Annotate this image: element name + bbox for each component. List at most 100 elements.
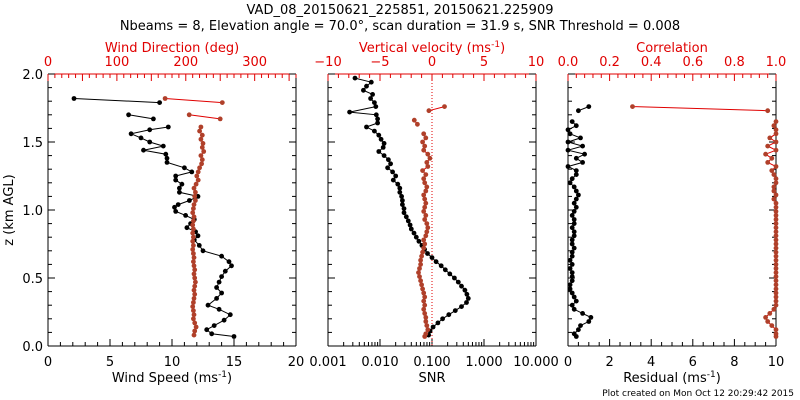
series-correlation-point [765,160,771,165]
series-correlation-point [771,172,777,178]
series-wind-direction-point [191,271,197,277]
series-correlation-point [773,213,779,218]
series-correlation-point [773,302,779,308]
series-snr-point [403,214,409,220]
x-tick-label: 20 [288,355,305,370]
series-vertical-velocity-point [423,135,429,141]
series-wind-direction-point [198,153,204,159]
footer-text: Plot created on Mon Oct 12 20:29:42 2015 [602,389,794,399]
series-correlation-point [773,282,779,288]
series-snr-point [401,206,407,212]
series-wind-direction-point [190,247,196,252]
series-snr-point [395,181,401,187]
series-snr-point [440,316,445,322]
top-tick-label: 0.8 [724,55,745,70]
series-vertical-velocity-point [418,278,423,284]
series-snr-point [380,145,386,150]
series-residual-point [567,282,573,288]
series-snr-point [361,87,366,93]
x-tick-label: 0.010 [361,355,398,370]
series-wind-speed-point [141,147,146,153]
series-correlation-point [773,204,779,210]
series-residual-point [588,315,594,320]
series-snr-point [464,300,469,305]
series-snr-point [397,185,403,191]
series-wind-direction-point [191,226,196,232]
series-residual-point [569,237,575,243]
series-snr-point [364,124,369,130]
series-correlation-point [773,229,779,235]
series-snr-point [411,230,417,236]
series-vertical-velocity-point [411,117,417,123]
series-residual-point [571,229,577,235]
series-residual-point [573,155,579,161]
series-residual-point [573,196,579,202]
series-residual-point [571,217,577,222]
series-vertical-velocity-point [424,184,430,190]
series-correlation-point [773,245,779,251]
series-wind-direction-point [190,230,196,236]
series-vertical-velocity-point [418,257,423,263]
series-correlation-point [773,290,779,296]
series-snr-point [464,291,470,297]
x-axis-label-text: SNR [418,371,445,386]
series-snr-point [373,104,379,109]
series-vertical-velocity-point [422,196,428,202]
series-correlation-point [773,127,779,133]
series-correlation-point [765,143,771,149]
series-wind-direction-point [191,259,196,265]
series-vertical-velocity-point [420,286,425,292]
series-vertical-velocity-point [421,306,427,312]
series-snr-point [447,271,453,277]
panel-middle: 0.001 0.010 0.100 1.000 10.000 SNR −10 −5 0 5 10 Ve… [309,40,558,386]
x-axis-label-sup: -1 [218,370,227,380]
series-vertical-velocity-point [419,253,424,259]
x-axis-label-text: Wind Speed (ms [112,371,218,386]
series-vertical-velocity-point [422,204,428,210]
x-axis-label: SNR [418,371,445,386]
series-residual-point [578,323,583,328]
series-wind-direction-point [191,296,197,301]
series-vertical-velocity-point [421,290,427,296]
series-wind-speed-point [219,290,225,296]
series-vertical-velocity-point [425,151,431,157]
series-wind-direction-point [199,161,205,167]
series-correlation-point [773,253,779,259]
series-residual-point [569,119,575,124]
series-wind-speed-point [147,139,153,145]
series-vertical-velocity-point [420,168,425,174]
series-wind-speed-point [229,263,234,269]
series-vertical-velocity-point [422,180,428,186]
top-axis-label-text: Correlation [636,41,708,56]
series-residual-point [569,241,575,247]
y-axis-label: z (km AGL) [2,174,17,245]
series-wind-speed-point [221,317,227,323]
series-snr-point [405,218,411,224]
series-vertical-velocity-point [421,176,427,182]
series-wind-direction-point [195,169,201,175]
series-wind-speed-point [226,259,232,265]
series-snr-point [397,189,403,195]
series-snr-line [349,77,469,336]
series-snr-point [413,234,419,240]
series-residual-point [582,151,587,157]
series-snr-point [400,202,405,208]
series-wind-speed-point [205,302,211,308]
series-correlation-point [773,270,779,275]
series-correlation-point [773,200,779,206]
series-snr-point [364,83,369,89]
series-wind-speed-line [129,126,235,337]
series-correlation-point [773,294,779,300]
series-correlation-point [773,286,779,292]
series-wind-speed-point [214,285,220,290]
series-vertical-velocity-point [417,266,422,271]
series-wind-direction-point [191,185,197,191]
series-correlation-point [771,188,777,194]
x-tick-label: 6 [689,355,697,370]
x-tick-label: 2 [605,355,613,370]
y-tick-label: 1.5 [22,136,43,151]
series-vertical-velocity-point [424,160,430,165]
series-snr-point [442,267,448,273]
series-wind-direction-point [192,320,198,326]
top-axis-label: Wind Direction (deg) [105,41,239,56]
